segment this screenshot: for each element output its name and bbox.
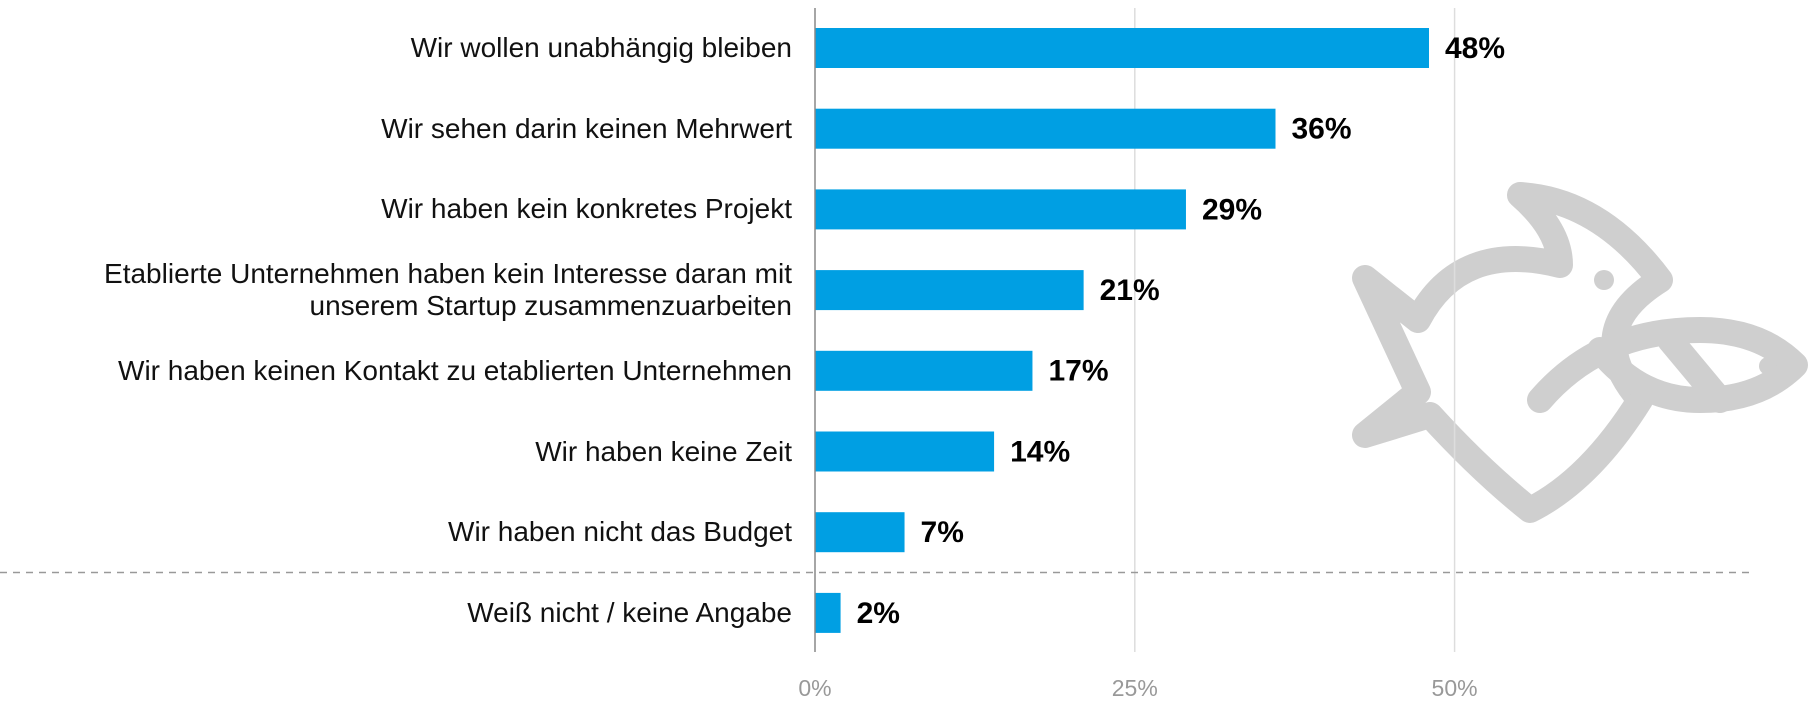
category-label: Weiß nicht / keine Angabe <box>467 596 792 628</box>
fish-eye <box>1594 270 1614 290</box>
category-label: Wir haben nicht das Budget <box>448 516 792 548</box>
value-label: 48% <box>1445 32 1505 65</box>
bar <box>815 189 1186 230</box>
x-tick-label: 50% <box>1432 675 1478 701</box>
fish-eye <box>1759 357 1777 375</box>
value-label: 17% <box>1048 355 1108 388</box>
value-label: 29% <box>1202 193 1262 226</box>
value-label: 14% <box>1010 435 1070 468</box>
value-label: 2% <box>857 597 900 630</box>
bar <box>815 270 1084 311</box>
bar <box>815 592 841 633</box>
category-label: Wir haben kein konkretes Projekt <box>381 193 792 225</box>
bar <box>815 431 995 472</box>
bar <box>815 512 905 553</box>
category-label: Etablierte Unternehmen haben kein Intere… <box>104 258 792 322</box>
bar <box>815 108 1276 149</box>
value-label: 7% <box>921 516 964 549</box>
bar <box>815 350 1033 391</box>
value-label: 36% <box>1292 113 1352 146</box>
category-label: Wir wollen unabhängig bleiben <box>410 32 792 63</box>
fish-icon <box>1352 182 1808 523</box>
value-label: 21% <box>1100 274 1160 307</box>
category-label: Wir sehen darin keinen Mehrwert <box>381 112 792 144</box>
category-label: Wir haben keinen Kontakt zu etablierten … <box>118 354 792 386</box>
category-label: Wir haben keine Zeit <box>535 435 792 467</box>
x-tick-label: 0% <box>798 675 831 701</box>
x-tick-label: 25% <box>1112 675 1158 701</box>
bar <box>815 28 1429 68</box>
